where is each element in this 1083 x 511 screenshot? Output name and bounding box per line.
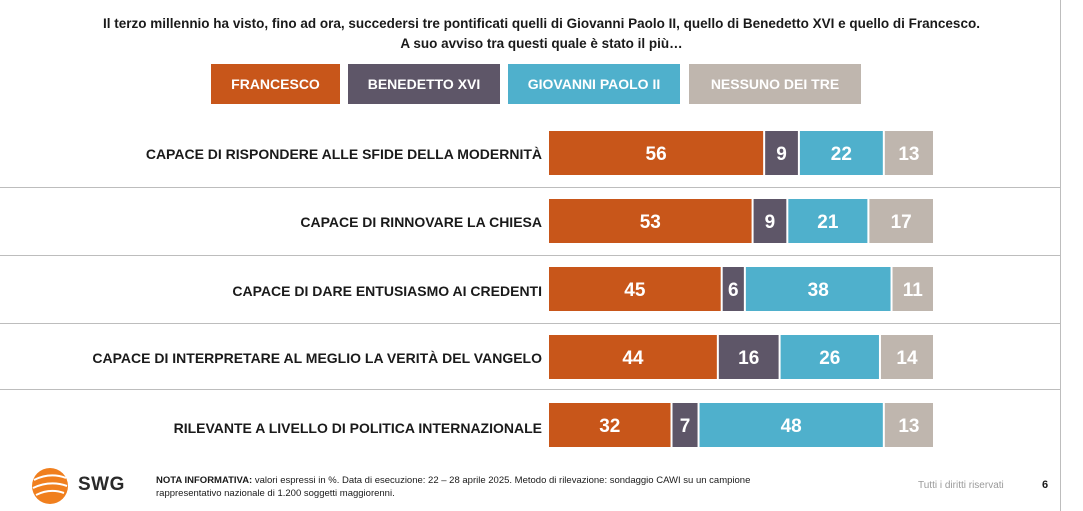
legend-item-giovanni-paolo-ii: GIOVANNI PAOLO II: [508, 64, 680, 104]
bar-francesco-row-5: [549, 403, 671, 447]
title-line-2: A suo avviso tra questi quale è stato il…: [400, 36, 683, 51]
data-label-francesco-row-5: 32: [599, 416, 620, 437]
bar-giovanni-paolo-ii-row-1: [799, 131, 883, 175]
rights-reserved: Tutti i diritti riservati: [918, 480, 1004, 491]
row-label-5: RILEVANTE A LIVELLO DI POLITICA INTERNAZ…: [173, 420, 542, 436]
bar-francesco-row-3: [549, 267, 721, 311]
chart-title: Il terzo millennio ha visto, fino ad ora…: [0, 14, 1083, 54]
frame-right-edge: [1060, 0, 1061, 511]
data-label-benedetto-xvi-row-2: 9: [765, 212, 776, 233]
page-number: 6: [1042, 479, 1049, 491]
data-label-francesco-row-4: 44: [622, 348, 644, 369]
bar-nessuno-dei-tre-row-1: [884, 131, 933, 175]
bar-nessuno-dei-tre-row-2: [869, 199, 933, 243]
bar-giovanni-paolo-ii-row-4: [780, 335, 879, 379]
chart-legend: FRANCESCO BENEDETTO XVI GIOVANNI PAOLO I…: [0, 64, 1083, 106]
bar-giovanni-paolo-ii-row-5: [699, 403, 883, 447]
row-label-2: CAPACE DI RINNOVARE LA CHIESA: [300, 214, 542, 230]
legend-item-benedetto-xvi: BENEDETTO XVI: [348, 64, 500, 104]
data-label-nessuno-dei-tre-row-2: 17: [891, 212, 912, 233]
data-label-nessuno-dei-tre-row-5: 13: [898, 416, 919, 437]
footnote: NOTA INFORMATIVA: valori espressi in %. …: [156, 474, 856, 500]
row-divider: [0, 255, 1060, 256]
legend-item-nessuno-dei-tre: NESSUNO DEI TRE: [689, 64, 861, 104]
data-label-francesco-row-2: 53: [640, 212, 661, 233]
swg-logo-text: SWG: [78, 474, 125, 495]
data-label-giovanni-paolo-ii-row-2: 21: [817, 212, 839, 233]
row-label-4: CAPACE DI INTERPRETARE AL MEGLIO LA VERI…: [92, 350, 542, 366]
bar-nessuno-dei-tre-row-5: [884, 403, 933, 447]
legend-item-francesco: FRANCESCO: [211, 64, 340, 104]
row-divider: [0, 323, 1060, 324]
bar-benedetto-xvi-row-4: [718, 335, 779, 379]
data-label-giovanni-paolo-ii-row-1: 22: [831, 144, 852, 165]
row-divider: [0, 389, 1060, 390]
bar-francesco-row-1: [549, 131, 764, 175]
bar-benedetto-xvi-row-3: [722, 267, 744, 311]
data-label-benedetto-xvi-row-5: 7: [680, 416, 691, 437]
bar-giovanni-paolo-ii-row-3: [745, 267, 891, 311]
footnote-label: NOTA INFORMATIVA:: [156, 475, 253, 486]
data-label-nessuno-dei-tre-row-4: 14: [896, 348, 918, 369]
data-label-nessuno-dei-tre-row-1: 13: [898, 144, 919, 165]
row-label-3: CAPACE DI DARE ENTUSIASMO AI CREDENTI: [232, 283, 542, 299]
footnote-text-2: rappresentativo nazionale di 1.200 sogge…: [156, 488, 395, 499]
bar-nessuno-dei-tre-row-3: [892, 267, 933, 311]
data-label-giovanni-paolo-ii-row-4: 26: [819, 348, 840, 369]
data-label-francesco-row-1: 56: [646, 144, 667, 165]
data-label-giovanni-paolo-ii-row-5: 48: [781, 416, 802, 437]
bar-francesco-row-2: [549, 199, 752, 243]
bar-benedetto-xvi-row-2: [753, 199, 787, 243]
bar-nessuno-dei-tre-row-4: [880, 335, 933, 379]
data-label-giovanni-paolo-ii-row-3: 38: [808, 280, 829, 301]
row-divider: [0, 187, 1060, 188]
bar-giovanni-paolo-ii-row-2: [788, 199, 868, 243]
data-label-benedetto-xvi-row-3: 6: [728, 280, 739, 301]
title-line-1: Il terzo millennio ha visto, fino ad ora…: [103, 16, 980, 31]
row-label-1: CAPACE DI RISPONDERE ALLE SFIDE DELLA MO…: [145, 146, 542, 162]
bar-benedetto-xvi-row-5: [672, 403, 698, 447]
data-label-francesco-row-3: 45: [624, 280, 646, 301]
bar-francesco-row-4: [549, 335, 717, 379]
bar-benedetto-xvi-row-1: [765, 131, 798, 175]
data-label-benedetto-xvi-row-4: 16: [738, 348, 759, 369]
data-label-benedetto-xvi-row-1: 9: [776, 144, 787, 165]
data-label-nessuno-dei-tre-row-3: 11: [903, 280, 924, 301]
footnote-text: valori espressi in %. Data di esecuzione…: [254, 475, 751, 486]
swg-logo-icon: [32, 468, 68, 504]
